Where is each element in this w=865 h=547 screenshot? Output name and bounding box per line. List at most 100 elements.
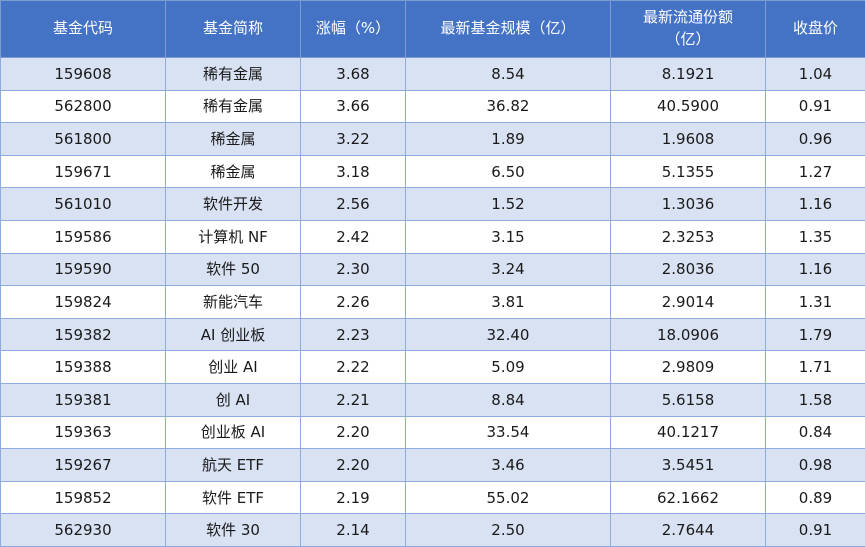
col-header-circulating-shares: 最新流通份额 （亿） [611,1,766,58]
table-cell: 1.3036 [611,188,766,221]
table-cell: 5.6158 [611,383,766,416]
table-cell: 159381 [1,383,166,416]
table-cell: 1.35 [766,220,865,253]
table-cell: 5.1355 [611,155,766,188]
table-cell: 2.22 [301,351,406,384]
table-cell: 6.50 [406,155,611,188]
table-cell: 2.21 [301,383,406,416]
table-cell: 3.66 [301,90,406,123]
table-cell: 159363 [1,416,166,449]
table-cell: 32.40 [406,318,611,351]
table-cell: 3.18 [301,155,406,188]
table-cell: 562800 [1,90,166,123]
table-cell: 0.91 [766,90,865,123]
table-cell: 40.5900 [611,90,766,123]
table-cell: 计算机 NF [166,220,301,253]
table-cell: 3.15 [406,220,611,253]
table-cell: 2.30 [301,253,406,286]
col-header-change-percent: 涨幅（%） [301,1,406,58]
table-cell: 2.20 [301,416,406,449]
table-cell: 1.31 [766,286,865,319]
table-cell: 0.84 [766,416,865,449]
table-cell: 3.46 [406,449,611,482]
table-cell: 159388 [1,351,166,384]
table-cell: 3.5451 [611,449,766,482]
table-cell: 3.68 [301,58,406,91]
table-cell: 8.1921 [611,58,766,91]
table-cell: 2.50 [406,514,611,547]
table-cell: AI 创业板 [166,318,301,351]
table-cell: 稀金属 [166,155,301,188]
table-cell: 2.14 [301,514,406,547]
table-cell: 55.02 [406,481,611,514]
table-cell: 稀有金属 [166,58,301,91]
table-cell: 2.7644 [611,514,766,547]
table-cell: 2.42 [301,220,406,253]
table-cell: 159267 [1,449,166,482]
table-cell: 稀有金属 [166,90,301,123]
table-cell: 软件开发 [166,188,301,221]
table-cell: 2.26 [301,286,406,319]
table-cell: 2.9809 [611,351,766,384]
table-cell: 561010 [1,188,166,221]
table-cell: 0.96 [766,123,865,156]
table-cell: 2.8036 [611,253,766,286]
table-cell: 2.23 [301,318,406,351]
table-cell: 创 AI [166,383,301,416]
table-cell: 1.04 [766,58,865,91]
table-cell: 2.3253 [611,220,766,253]
table-cell: 2.56 [301,188,406,221]
table-cell: 159608 [1,58,166,91]
table-cell: 62.1662 [611,481,766,514]
col-header-fund-name: 基金简称 [166,1,301,58]
table-header: 基金代码 基金简称 涨幅（%） 最新基金规模（亿） 最新流通份额 （亿） 收盘价 [1,1,865,58]
table-cell: 1.27 [766,155,865,188]
table-cell: 159824 [1,286,166,319]
table-cell: 18.0906 [611,318,766,351]
table-cell: 1.52 [406,188,611,221]
col-header-fund-code: 基金代码 [1,1,166,58]
table-cell: 航天 ETF [166,449,301,482]
table-cell: 159852 [1,481,166,514]
table-cell: 8.54 [406,58,611,91]
table-cell: 3.22 [301,123,406,156]
table-cell: 1.79 [766,318,865,351]
table-cell: 0.91 [766,514,865,547]
table-cell: 2.20 [301,449,406,482]
table-cell: 1.89 [406,123,611,156]
table-cell: 8.84 [406,383,611,416]
table-cell: 159382 [1,318,166,351]
table-cell: 1.58 [766,383,865,416]
table-cell: 2.19 [301,481,406,514]
col-header-fund-scale: 最新基金规模（亿） [406,1,611,58]
table-cell: 36.82 [406,90,611,123]
table-cell: 3.24 [406,253,611,286]
table-cell: 561800 [1,123,166,156]
table-cell: 5.09 [406,351,611,384]
header-row: 基金代码 基金简称 涨幅（%） 最新基金规模（亿） 最新流通份额 （亿） 收盘价 [1,1,865,58]
table-cell: 软件 50 [166,253,301,286]
table-cell: 新能汽车 [166,286,301,319]
table-cell: 1.9608 [611,123,766,156]
table-cell: 稀金属 [166,123,301,156]
table-cell: 33.54 [406,416,611,449]
table-cell: 1.71 [766,351,865,384]
table-cell: 创业 AI [166,351,301,384]
table-cell: 软件 ETF [166,481,301,514]
table-cell: 0.98 [766,449,865,482]
